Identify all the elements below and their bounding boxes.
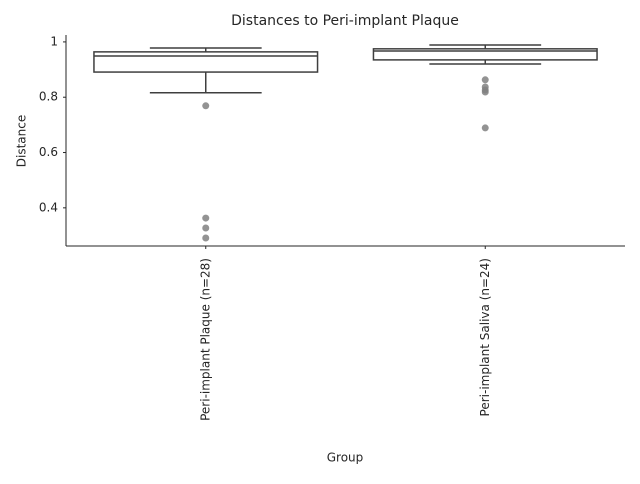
outlier (481, 124, 489, 132)
x-tick-label: Peri-implant Saliva (n=24) (478, 258, 492, 416)
outlier (202, 214, 210, 222)
x-axis-label: Group (327, 451, 364, 465)
box (93, 51, 319, 73)
y-axis-label: Distance (15, 115, 29, 167)
y-tick-label: 0.8 (39, 90, 58, 104)
outlier (481, 88, 489, 96)
x-tick-label: Peri-implant Plaque (n=28) (198, 258, 212, 421)
box (372, 48, 598, 61)
y-tick-label: 0.6 (39, 145, 58, 159)
y-tick-label: 0.4 (39, 200, 58, 214)
outlier (202, 224, 210, 232)
outlier (202, 102, 210, 110)
y-tick-label: 1 (50, 34, 58, 48)
outlier (481, 76, 489, 84)
chart-title: Distances to Peri-implant Plaque (231, 13, 459, 29)
outlier (202, 234, 210, 242)
